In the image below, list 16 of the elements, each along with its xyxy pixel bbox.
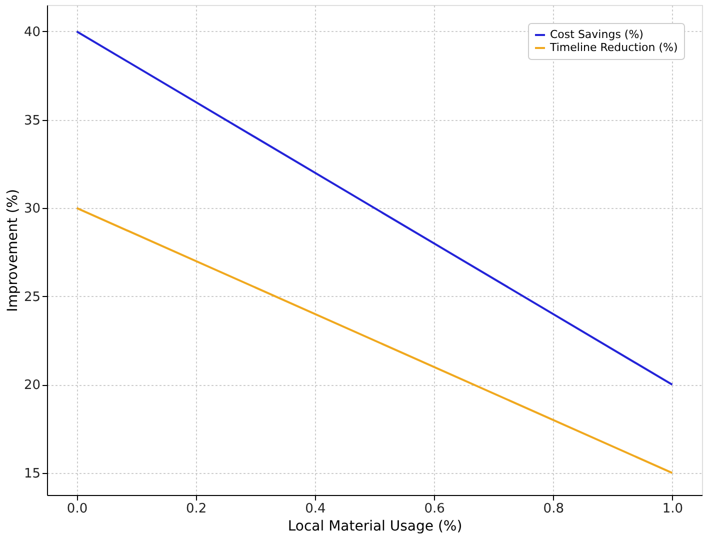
y-tick-label: 30 bbox=[24, 202, 40, 217]
x-tick-label: 0.4 bbox=[305, 502, 326, 516]
y-tick-label: 35 bbox=[24, 113, 40, 128]
x-tick-label: 0.8 bbox=[543, 502, 564, 516]
x-axis-title: Local Material Usage (%) bbox=[288, 518, 462, 534]
legend-label: Cost Savings (%) bbox=[550, 28, 644, 41]
y-tick-label: 20 bbox=[24, 378, 40, 394]
x-tick-label: 1.0 bbox=[662, 502, 684, 516]
x-tick-label: 0.2 bbox=[186, 502, 207, 516]
y-tick-label: 15 bbox=[24, 466, 40, 482]
legend-label: Timeline Reduction (%) bbox=[549, 41, 678, 54]
y-tick-label: 25 bbox=[24, 290, 40, 305]
x-tick-label: 0.0 bbox=[66, 502, 88, 516]
x-tick-label: 0.6 bbox=[424, 502, 445, 516]
y-tick-label: 40 bbox=[24, 24, 40, 40]
y-axis-title: Improvement (%) bbox=[4, 189, 21, 312]
